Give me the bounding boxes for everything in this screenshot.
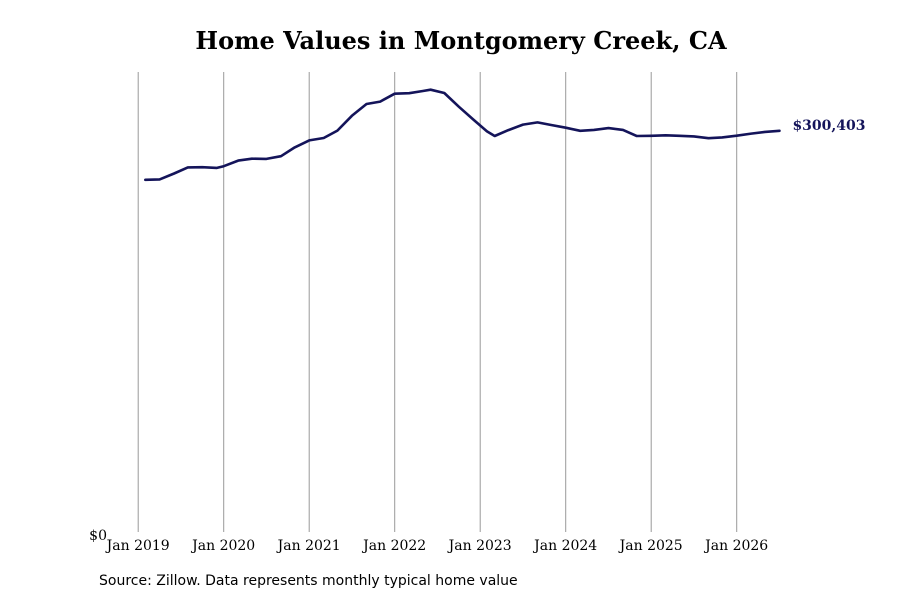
x-tick-label: Jan 2026 (703, 538, 768, 554)
x-tick-label: Jan 2021 (276, 538, 341, 554)
x-tick-label: Jan 2019 (105, 538, 170, 554)
x-tick-label: Jan 2025 (618, 538, 683, 554)
x-tick-label: Jan 2024 (532, 538, 597, 554)
y-tick-label: $0 (89, 528, 107, 544)
x-tick-label: Jan 2023 (447, 538, 512, 554)
x-axis-ticks: Jan 2019 Jan 2020 Jan 2021 Jan 2022 Jan 2023… (105, 538, 769, 554)
series-line (144, 88, 781, 182)
x-tick-label: Jan 2020 (190, 538, 255, 554)
end-value-label: $300,403 (792, 118, 865, 134)
source-note: Source: Zillow. Data represents monthly … (99, 573, 518, 589)
gridlines (137, 72, 738, 532)
chart-title: Home Values in Montgomery Creek, CA (195, 26, 727, 55)
x-tick-label: Jan 2022 (361, 538, 426, 554)
